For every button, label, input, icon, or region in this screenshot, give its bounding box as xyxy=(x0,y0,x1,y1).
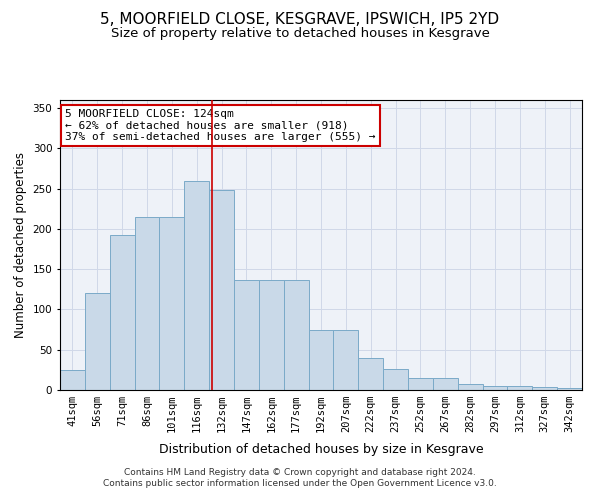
Bar xyxy=(184,180,209,390)
Text: Size of property relative to detached houses in Kesgrave: Size of property relative to detached ho… xyxy=(110,28,490,40)
Bar xyxy=(234,280,259,390)
Bar xyxy=(408,378,433,390)
Bar xyxy=(358,358,383,390)
Bar xyxy=(482,386,508,390)
Text: Contains HM Land Registry data © Crown copyright and database right 2024.
Contai: Contains HM Land Registry data © Crown c… xyxy=(103,468,497,487)
Bar xyxy=(383,369,408,390)
Bar xyxy=(433,378,458,390)
Bar xyxy=(458,384,482,390)
Bar xyxy=(284,280,308,390)
Bar xyxy=(160,217,184,390)
Bar xyxy=(134,217,160,390)
Text: 5 MOORFIELD CLOSE: 124sqm
← 62% of detached houses are smaller (918)
37% of semi: 5 MOORFIELD CLOSE: 124sqm ← 62% of detac… xyxy=(65,108,376,142)
Bar xyxy=(557,388,582,390)
Bar xyxy=(110,234,134,390)
Bar xyxy=(259,280,284,390)
Bar xyxy=(334,330,358,390)
Bar xyxy=(532,387,557,390)
Bar xyxy=(60,370,85,390)
Bar xyxy=(85,294,110,390)
Text: 5, MOORFIELD CLOSE, KESGRAVE, IPSWICH, IP5 2YD: 5, MOORFIELD CLOSE, KESGRAVE, IPSWICH, I… xyxy=(100,12,500,28)
X-axis label: Distribution of detached houses by size in Kesgrave: Distribution of detached houses by size … xyxy=(158,444,484,456)
Bar xyxy=(209,190,234,390)
Y-axis label: Number of detached properties: Number of detached properties xyxy=(14,152,27,338)
Bar xyxy=(308,330,334,390)
Bar xyxy=(508,386,532,390)
